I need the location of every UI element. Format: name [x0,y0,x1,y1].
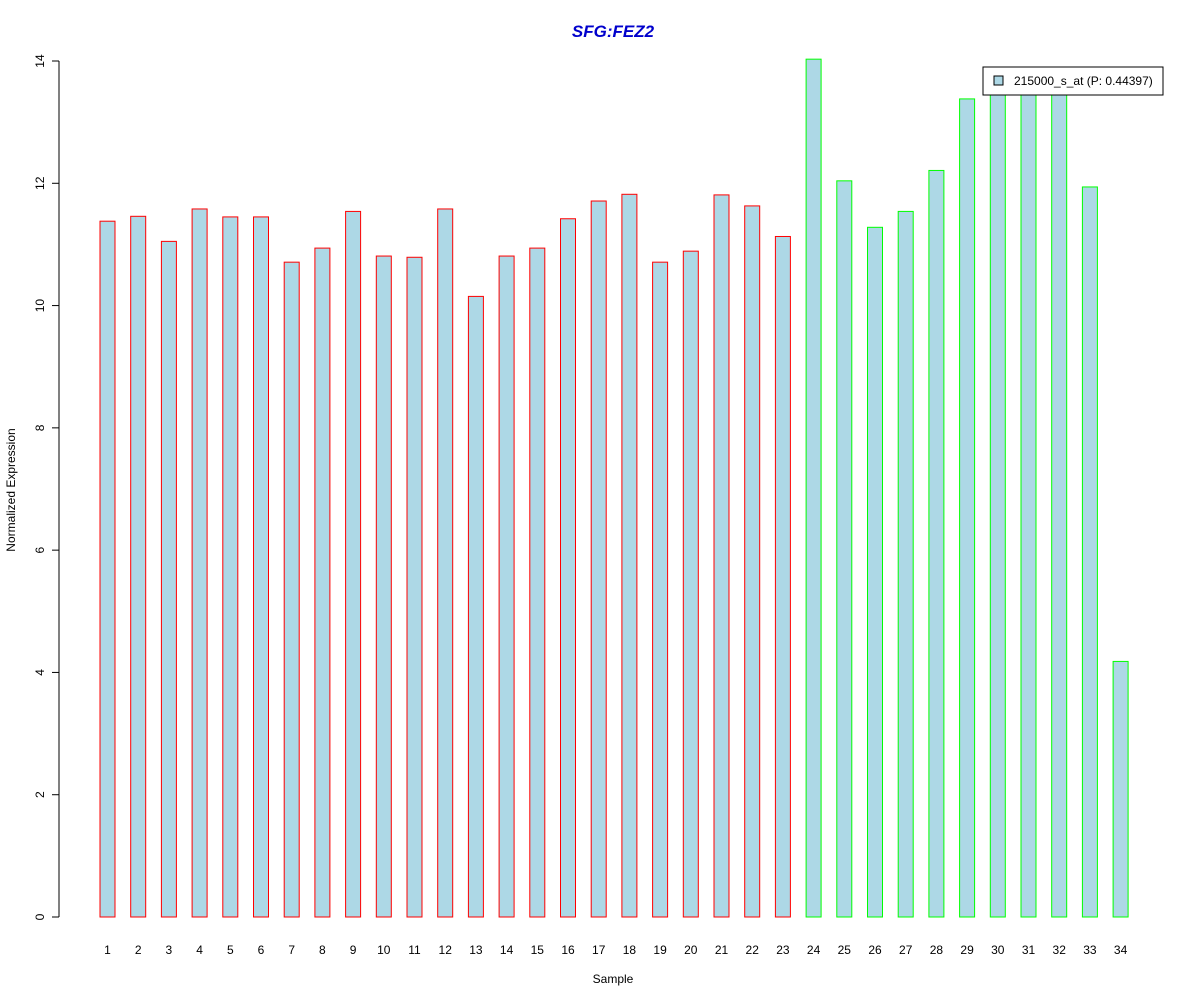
x-tick-label: 18 [623,943,637,957]
bar-sample-5 [222,216,239,918]
bars-group [99,58,1129,918]
x-tick-label: 24 [807,943,821,957]
x-tick-label: 34 [1114,943,1128,957]
x-tick-label: 4 [196,943,203,957]
bar-sample-15 [529,247,546,918]
bar-sample-12 [437,208,454,918]
x-tick-label: 15 [531,943,545,957]
bar-sample-4 [191,208,208,918]
x-tick-label: 11 [408,943,421,957]
x-tick-labels: 1 2 3 4 5 6 7 8 9 10 11 12 13 14 15 16 17 18 19 20 21 22 23 24 2… [104,943,1127,957]
bar-sample-31 [1020,91,1037,918]
bar-sample-6 [253,216,269,918]
x-tick-label: 3 [166,943,173,957]
x-tick-label: 33 [1083,943,1097,957]
x-tick-label: 20 [684,943,698,957]
x-tick-label: 9 [350,943,357,957]
x-axis-label: Sample [593,972,634,986]
x-tick-label: 30 [991,943,1005,957]
x-tick-label: 23 [776,943,790,957]
x-tick-label: 7 [288,943,295,957]
bar-sample-11 [406,256,423,918]
bar-sample-9 [345,210,362,918]
x-tick-label: 8 [319,943,326,957]
bar-sample-7 [283,261,300,918]
x-tick-label: 25 [838,943,852,957]
bar-sample-20 [682,250,699,918]
x-tick-label: 16 [561,943,575,957]
legend-swatch [993,75,1004,86]
bar-sample-27 [897,210,914,918]
bar-sample-3 [160,240,177,918]
x-tick-label: 10 [377,943,391,957]
y-tick-label: 8 [33,424,47,431]
x-tick-label: 13 [469,943,483,957]
x-tick-label: 17 [592,943,606,957]
bar-sample-1 [99,220,116,918]
bar-sample-2 [130,215,147,918]
bar-sample-10 [375,255,392,918]
x-tick-label: 6 [258,943,265,957]
bar-sample-26 [867,226,883,918]
chart-title: SFG:FEZ2 [572,22,655,41]
bar-sample-18 [621,193,638,918]
bar-sample-33 [1081,186,1098,918]
x-tick-label: 22 [746,943,760,957]
bar-sample-34 [1112,660,1129,918]
bar-sample-21 [713,194,730,918]
bar-sample-19 [652,261,669,918]
bar-sample-32 [1051,91,1068,918]
y-tick-label: 0 [33,913,47,920]
x-tick-label: 1 [104,943,111,957]
y-tick-label: 10 [33,299,47,313]
x-tick-label: 21 [715,943,729,957]
bar-sample-14 [498,255,515,918]
bar-sample-25 [836,180,853,918]
x-tick-label: 32 [1053,943,1067,957]
bar-sample-30 [989,91,1006,918]
bar-sample-23 [774,235,791,918]
y-tick-label: 4 [33,669,47,676]
x-tick-label: 12 [439,943,453,957]
bar-sample-16 [560,218,576,918]
y-tick-label: 6 [33,546,47,553]
bar-sample-8 [314,247,331,918]
y-tick-label: 14 [33,54,47,68]
y-tick-label: 2 [33,791,47,798]
bar-sample-22 [744,205,761,918]
bar-sample-24 [805,58,822,918]
legend-entry: 215000_s_at (P: 0.44397) [1014,74,1153,88]
bar-sample-17 [590,200,607,918]
x-tick-label: 5 [227,943,234,957]
x-tick-label: 2 [135,943,142,957]
x-tick-label: 31 [1022,943,1036,957]
bar-sample-28 [928,169,945,918]
y-axis-label: Normalized Expression [4,428,18,551]
x-tick-label: 29 [960,943,974,957]
legend: 215000_s_at (P: 0.44397) [982,66,1164,96]
x-tick-label: 26 [868,943,882,957]
legend-box [982,66,1164,96]
y-axis: 0 2 4 6 8 10 12 14 [33,54,60,920]
x-tick-label: 19 [653,943,667,957]
bar-sample-29 [959,98,976,918]
x-tick-label: 14 [500,943,514,957]
x-tick-label: 28 [930,943,944,957]
bar-sample-13 [467,295,484,918]
x-tick-label: 27 [899,943,913,957]
y-tick-label: 12 [33,176,47,190]
